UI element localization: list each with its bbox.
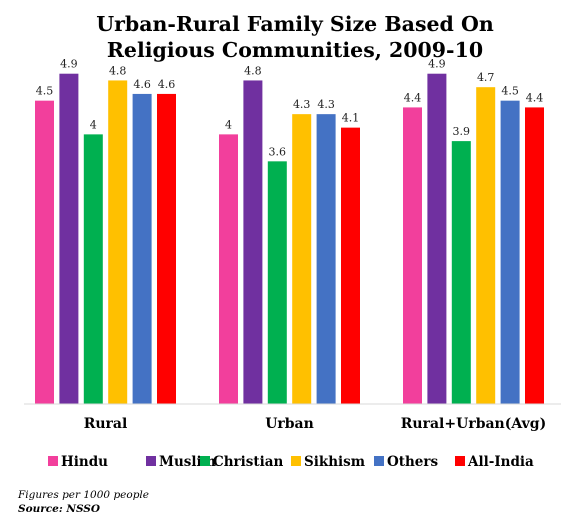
bar-urban-muslim: [243, 80, 263, 404]
legend-swatch-all-india: [455, 456, 465, 466]
bar-urban-others: [316, 114, 336, 405]
legend-label-others: Others: [387, 454, 439, 470]
value-label-rural-sikhism: 4.8: [109, 64, 127, 77]
legend-label-sikhism: Sikhism: [304, 454, 365, 470]
bar-rural-hindu: [35, 100, 54, 405]
legend-label-all-india: All-India: [467, 454, 534, 470]
legend-swatch-christian: [200, 456, 210, 466]
category-label-urban: Urban: [265, 416, 314, 432]
value-label-urban-hindu: 4: [225, 118, 232, 131]
bar-rural-urban-avg-sikhism: [476, 87, 496, 405]
bar-rural-christian: [83, 134, 103, 405]
value-label-rural-urban-avg-hindu: 4.4: [404, 91, 422, 104]
legend-label-christian: Christian: [213, 454, 284, 470]
value-label-rural-urban-avg-sikhism: 4.7: [477, 71, 495, 84]
bar-rural-urban-avg-hindu: [403, 107, 422, 404]
value-label-urban-muslim: 4.8: [244, 64, 262, 77]
bar-rural-others: [132, 93, 152, 404]
bar-rural-urban-avg-christian: [451, 141, 471, 404]
bar-rural-urban-avg-all-india: [525, 107, 544, 404]
value-label-urban-others: 4.3: [317, 98, 335, 111]
value-label-rural-urban-avg-others: 4.5: [501, 85, 519, 98]
value-label-urban-all-india: 4.1: [342, 112, 360, 125]
chart-title-line-2: Religious Communities, 2009-10: [107, 38, 483, 62]
bar-urban-all-india: [341, 127, 360, 404]
value-label-rural-urban-avg-muslim: 4.9: [428, 58, 446, 71]
bar-rural-all-india: [157, 93, 176, 404]
legend-swatch-muslim: [146, 456, 156, 466]
value-labels-group: 4.5 4.9 4 4.8 4.6 4.6 4 4.8 3.6 4.3 4.3 4.1 4.4 4.9 3.…: [36, 58, 544, 159]
category-label-rural: Rural: [84, 416, 128, 432]
value-label-rural-urban-avg-christian: 3.9: [453, 125, 471, 138]
bar-rural-sikhism: [108, 80, 128, 404]
figures-note: Figures per 1000 people: [17, 489, 149, 501]
legend-swatch-others: [374, 456, 384, 466]
bar-urban-sikhism: [292, 114, 312, 405]
source-note: Source: NSSO: [18, 503, 101, 515]
category-label-rural-urban-avg: Rural+Urban(Avg): [401, 416, 546, 432]
bar-rural-urban-avg-others: [500, 100, 520, 405]
legend-swatch-hindu: [48, 456, 58, 466]
value-label-rural-christian: 4: [90, 118, 97, 131]
bars-group: [35, 73, 544, 405]
value-label-urban-sikhism: 4.3: [293, 98, 311, 111]
legend-swatch-sikhism: [291, 456, 301, 466]
bar-rural-muslim: [59, 73, 79, 404]
value-label-urban-christian: 3.6: [269, 145, 287, 158]
value-label-rural-hindu: 4.5: [36, 85, 54, 98]
category-labels-group: Rural Urban Rural+Urban(Avg): [84, 416, 547, 432]
bar-urban-hindu: [219, 134, 238, 405]
value-label-rural-others: 4.6: [133, 78, 151, 91]
value-label-rural-urban-avg-all-india: 4.4: [526, 91, 544, 104]
value-label-rural-all-india: 4.6: [158, 78, 176, 91]
bar-rural-urban-avg-muslim: [427, 73, 447, 404]
chart-title-line-1: Urban-Rural Family Size Based On: [96, 12, 494, 36]
value-label-rural-muslim: 4.9: [60, 58, 78, 71]
legend-label-hindu: Hindu: [61, 454, 108, 470]
bar-urban-christian: [267, 161, 287, 404]
